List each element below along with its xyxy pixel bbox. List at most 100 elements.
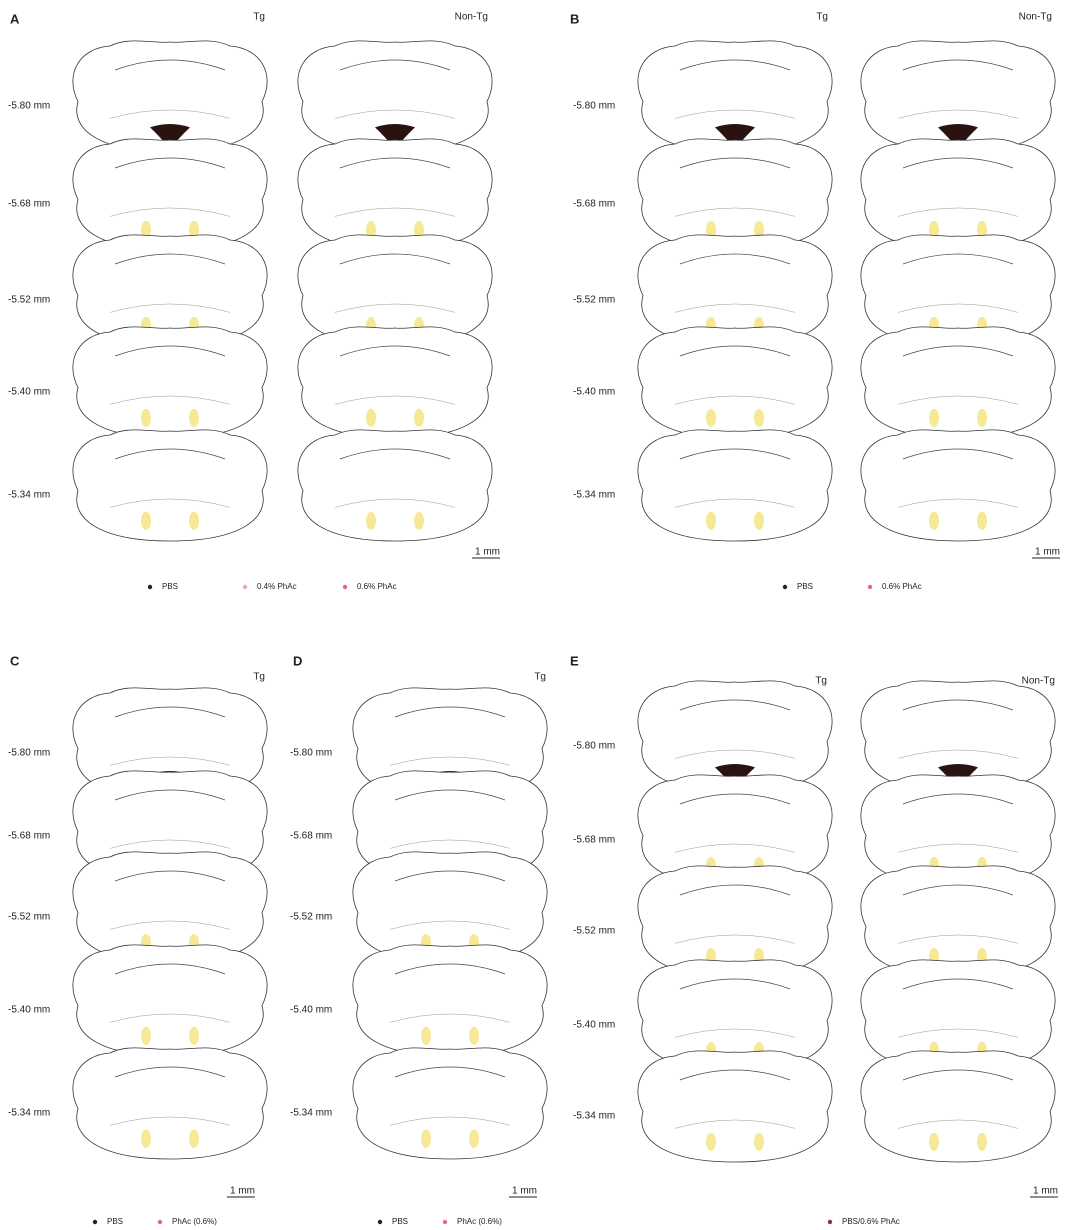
depth-label: -5.52 mm: [8, 912, 50, 923]
legend-label: 0.4% PhAc: [257, 582, 297, 591]
legend-marker: [378, 1220, 382, 1224]
legend-label: PBS/0.6% PhAc: [842, 1217, 900, 1226]
depth-label: -5.68 mm: [573, 835, 615, 846]
brain-outline: [861, 139, 1055, 250]
brain-outline: [73, 139, 267, 250]
brain-outline: [353, 1048, 547, 1159]
depth-label: -5.40 mm: [573, 1020, 615, 1031]
brain-outline: [638, 430, 832, 541]
column-label: Tg: [253, 672, 265, 683]
brain-outline: [861, 1051, 1055, 1162]
legend-marker: [443, 1220, 447, 1224]
legend-marker: [783, 585, 787, 589]
hippocampus-highlight: [706, 1133, 716, 1151]
hippocampus-highlight: [929, 1133, 939, 1151]
legend-label: 0.6% PhAc: [357, 582, 397, 591]
brain-outline: [353, 945, 547, 1056]
hippocampus-highlight: [189, 1027, 199, 1045]
brain-outline: [298, 139, 492, 250]
legend-label: PhAc (0.6%): [172, 1217, 217, 1226]
figure: ATgNon-Tg-5.80 mm-5.68 mm-5.52 mm-5.40 m…: [0, 0, 1077, 1230]
depth-label: -5.80 mm: [290, 748, 332, 759]
brain-outline: [73, 1048, 267, 1159]
brain-outline: [861, 430, 1055, 541]
depth-label: -5.34 mm: [573, 490, 615, 501]
depth-label: -5.34 mm: [8, 490, 50, 501]
hippocampus-highlight: [414, 409, 424, 427]
column-label: Tg: [534, 672, 546, 683]
panel-letter: D: [293, 653, 302, 668]
hippocampus-highlight: [469, 1027, 479, 1045]
depth-label: -5.40 mm: [8, 1005, 50, 1016]
hippocampus-highlight: [706, 512, 716, 530]
column-label: Tg: [253, 12, 265, 23]
hippocampus-highlight: [754, 1133, 764, 1151]
scale-label: 1 mm: [512, 1186, 537, 1197]
depth-label: -5.40 mm: [573, 387, 615, 398]
column-label: Tg: [815, 676, 827, 687]
depth-label: -5.40 mm: [8, 387, 50, 398]
scale-label: 1 mm: [475, 547, 500, 558]
hippocampus-highlight: [421, 1130, 431, 1148]
depth-label: -5.80 mm: [8, 748, 50, 759]
hippocampus-highlight: [366, 409, 376, 427]
hippocampus-highlight: [929, 512, 939, 530]
hippocampus-highlight: [366, 512, 376, 530]
legend-label: PhAc (0.6%): [457, 1217, 502, 1226]
scale-label: 1 mm: [1033, 1186, 1058, 1197]
depth-label: -5.52 mm: [573, 926, 615, 937]
brain-outline: [638, 866, 832, 977]
depth-label: -5.80 mm: [573, 741, 615, 752]
depth-label: -5.34 mm: [8, 1108, 50, 1119]
legend-label: PBS: [392, 1217, 408, 1226]
brain-outline: [638, 1051, 832, 1162]
depth-label: -5.52 mm: [8, 295, 50, 306]
brain-outline: [298, 327, 492, 438]
column-label: Tg: [816, 12, 828, 23]
legend-marker: [343, 585, 347, 589]
depth-label: -5.68 mm: [8, 831, 50, 842]
panel: BTgNon-Tg-5.80 mm-5.68 mm-5.52 mm-5.40 m…: [570, 11, 1060, 591]
brain-outline: [73, 945, 267, 1056]
hippocampus-highlight: [754, 512, 764, 530]
hippocampus-highlight: [189, 512, 199, 530]
hippocampus-highlight: [189, 1130, 199, 1148]
panel-letter: C: [10, 653, 20, 668]
hippocampus-highlight: [929, 409, 939, 427]
depth-label: -5.80 mm: [573, 101, 615, 112]
hippocampus-highlight: [977, 409, 987, 427]
hippocampus-highlight: [141, 512, 151, 530]
legend-label: PBS: [797, 582, 813, 591]
depth-label: -5.68 mm: [8, 199, 50, 210]
brain-outline: [638, 327, 832, 438]
panel-letter: B: [570, 11, 579, 26]
legend-label: 0.6% PhAc: [882, 582, 922, 591]
legend-marker: [868, 585, 872, 589]
depth-label: -5.68 mm: [573, 199, 615, 210]
hippocampus-highlight: [141, 1130, 151, 1148]
depth-label: -5.52 mm: [290, 912, 332, 923]
brain-outline: [73, 327, 267, 438]
hippocampus-highlight: [977, 1133, 987, 1151]
brain-outline: [861, 327, 1055, 438]
brain-outline: [73, 430, 267, 541]
depth-label: -5.52 mm: [573, 295, 615, 306]
legend-marker: [148, 585, 152, 589]
brain-outline: [298, 430, 492, 541]
legend-marker: [828, 1220, 832, 1224]
depth-label: -5.34 mm: [573, 1111, 615, 1122]
hippocampus-highlight: [414, 512, 424, 530]
depth-label: -5.40 mm: [290, 1005, 332, 1016]
hippocampus-highlight: [141, 409, 151, 427]
depth-label: -5.80 mm: [8, 101, 50, 112]
panel: ETgNon-Tg-5.80 mm-5.68 mm-5.52 mm-5.40 m…: [570, 653, 1058, 1226]
legend-marker: [93, 1220, 97, 1224]
column-label: Non-Tg: [455, 12, 488, 23]
hippocampus-highlight: [421, 1027, 431, 1045]
depth-label: -5.68 mm: [290, 831, 332, 842]
hippocampus-highlight: [189, 409, 199, 427]
panel: ATgNon-Tg-5.80 mm-5.68 mm-5.52 mm-5.40 m…: [8, 11, 500, 591]
panel: C Tg -5.80 mm -5.68 mm -5.52 mm -5.40 mm -5.34…: [8, 653, 267, 1226]
brain-outline: [638, 139, 832, 250]
panel: DTg-5.80 mm-5.68 mm-5.52 mm-5.40 mm-5.34…: [290, 653, 547, 1226]
